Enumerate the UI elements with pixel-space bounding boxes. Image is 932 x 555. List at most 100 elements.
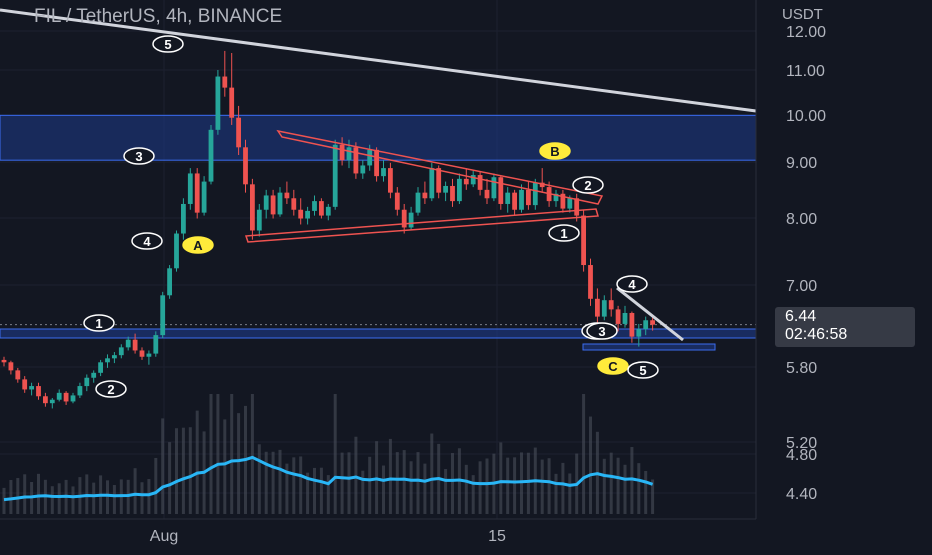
wave-label-badge (152, 35, 184, 53)
chart-title: FIL / TetherUS, 4h, BINANCE (34, 6, 283, 27)
wave-label-badge (586, 322, 618, 340)
volume-bar (423, 463, 427, 514)
volume-bar (388, 438, 392, 514)
candle (588, 265, 593, 299)
candle (601, 300, 607, 317)
wave-label: 1 (560, 226, 567, 241)
volume-bar (609, 452, 613, 514)
volume-bar (416, 452, 420, 514)
candle (636, 329, 642, 337)
candle (208, 129, 214, 182)
candle (215, 76, 221, 130)
wave-label-badge (182, 236, 214, 254)
volume-bar (154, 457, 158, 514)
volume-bar (57, 483, 61, 514)
volume-bar (382, 465, 385, 514)
candle (201, 181, 207, 213)
candle (70, 395, 76, 402)
volume-bar (168, 442, 172, 514)
volume-bar (175, 428, 178, 514)
target-zone (582, 343, 716, 351)
wave-label-badge (131, 232, 163, 250)
wave-label-badge (548, 224, 580, 242)
volume-bar (92, 482, 96, 514)
volume-bar (285, 463, 289, 514)
candle (346, 147, 352, 161)
candle (581, 215, 586, 266)
wave-label: B (550, 144, 559, 159)
y-tick-label: 9.00 (786, 155, 817, 172)
volume-bar (602, 458, 606, 514)
volume-bar (71, 486, 75, 514)
candle (139, 350, 145, 357)
y-tick-label: 12.00 (786, 24, 826, 41)
volume-bar (257, 444, 261, 514)
candle (125, 339, 131, 348)
candle (608, 300, 614, 310)
candle (401, 209, 407, 228)
volume-bar (340, 452, 344, 514)
candle (553, 193, 559, 202)
volume-bar (478, 461, 482, 514)
volume-bar (230, 394, 234, 514)
candle (15, 370, 21, 380)
candle (222, 76, 228, 88)
volume-bar (368, 456, 372, 514)
volume-bar (499, 442, 503, 514)
candle (429, 168, 435, 199)
candle (539, 182, 545, 188)
y-tick-label: 11.00 (786, 63, 825, 80)
volume-bar (306, 472, 310, 514)
candle (512, 192, 517, 210)
x-tick-label: Aug (150, 528, 178, 545)
volume-bar (506, 457, 510, 514)
candle (305, 210, 310, 219)
candle (629, 312, 635, 337)
candle (84, 377, 90, 387)
candle (277, 192, 283, 215)
volume-bar (140, 482, 144, 514)
volume-bar (195, 410, 199, 514)
candle (408, 212, 414, 228)
candle (388, 168, 393, 193)
candle (367, 149, 373, 166)
wave-label-badge (539, 142, 571, 160)
candle (650, 320, 655, 325)
candle (146, 353, 152, 357)
candle (132, 339, 138, 351)
volume-bar (471, 475, 475, 514)
candle (443, 185, 448, 193)
volume-bar (188, 427, 192, 514)
current-price: 6.44 (785, 308, 817, 325)
wave-label: 2 (107, 382, 114, 397)
wave-label-badge (83, 314, 115, 332)
volume-bar (395, 452, 399, 514)
candle (174, 233, 179, 269)
candle (325, 206, 331, 216)
candle (353, 147, 359, 174)
candle (477, 175, 483, 190)
volume-bar (444, 469, 448, 514)
volume-bar (568, 473, 572, 514)
volume-bar (278, 449, 282, 514)
volume-bar (237, 413, 241, 514)
wave-label: 5 (639, 363, 646, 378)
candle (284, 192, 290, 199)
candle (470, 175, 476, 185)
volume-bar (561, 462, 565, 514)
candle (595, 298, 600, 317)
volume-bar (271, 451, 275, 514)
volume-bar (430, 433, 434, 514)
candle (49, 399, 55, 404)
volume-bar (16, 478, 20, 514)
volume-bar (354, 436, 358, 514)
candle (181, 203, 186, 234)
candle (339, 144, 345, 161)
volume-bar (526, 452, 530, 514)
candle (160, 295, 166, 336)
candle (505, 192, 511, 204)
volume-ma-line (3, 455, 654, 502)
volume-bar (299, 456, 303, 514)
